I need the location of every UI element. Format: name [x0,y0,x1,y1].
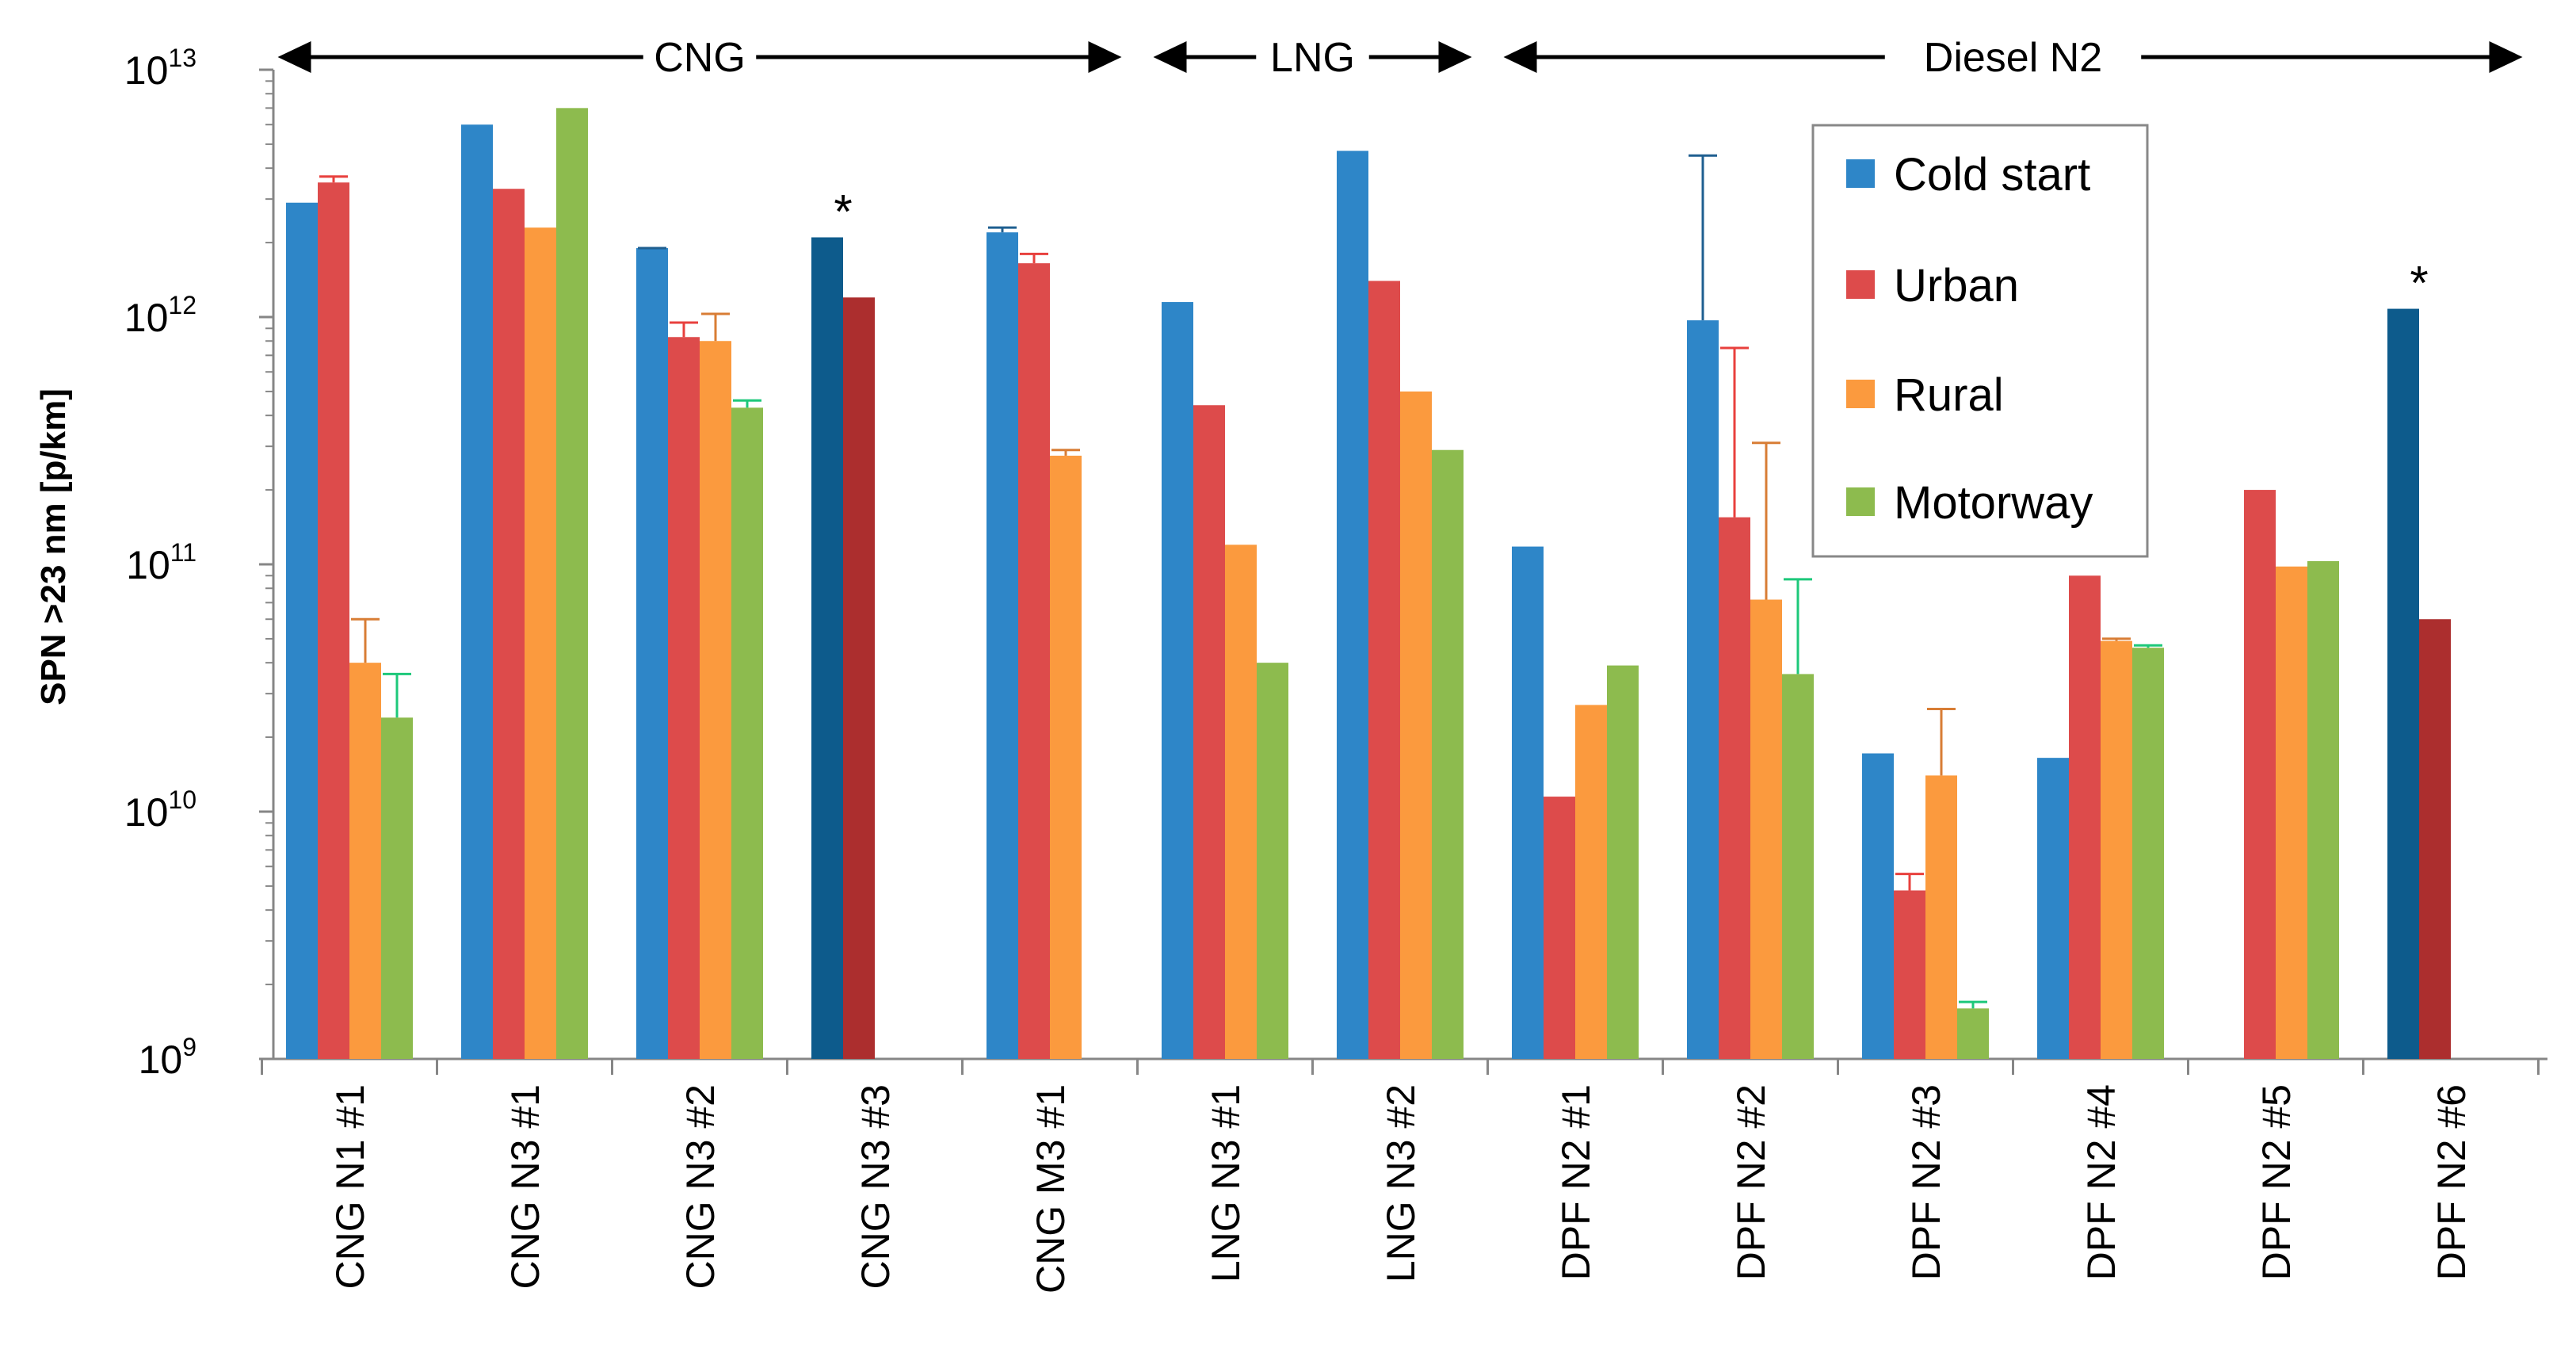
group-lng-arrowhead-right [1438,41,1472,73]
x-tick-label-dpf-n2-5: DPF N2 #5 [2254,1084,2299,1280]
group-lng-label: LNG [1270,35,1355,81]
x-tick-label-lng-n3-2: LNG N3 #2 [1379,1084,1423,1282]
legend-label-cold-start: Cold start [1894,149,2090,201]
bar-dpf-n2-2-urban [1719,517,1750,1059]
bar-cng-n3-1-rural [525,227,556,1060]
bar-dpf-n2-4-urban [2069,575,2101,1059]
x-tick-label-dpf-n2-6: DPF N2 #6 [2429,1084,2474,1280]
bar-dpf-n2-5-motorway [2307,560,2339,1059]
x-tick-label-dpf-n2-2: DPF N2 #2 [1729,1084,1773,1280]
bar-lng-n3-1-urban [1193,405,1225,1059]
bar-cng-n3-1-urban [493,189,525,1060]
y-tick-label: 1013 [124,44,197,93]
bar-lng-n3-1-motorway [1257,663,1288,1059]
bar-cng-n1-1-urban [318,182,349,1060]
asterisk-annotation: * [834,185,852,238]
group-cng-label: CNG [654,35,746,81]
group-diesel-n2-label: Diesel N2 [1924,35,2102,81]
bar-dpf-n2-2-motorway [1782,674,1814,1059]
x-tick-label-cng-m3-1: CNG M3 #1 [1028,1084,1073,1294]
bar-cng-n3-2-rural [700,341,731,1059]
y-axis-label: SPN >23 nm [p/km] [34,388,73,705]
bar-dpf-n2-1-urban [1544,797,1575,1059]
legend-swatch-rural [1846,380,1875,408]
y-tick-label: 1011 [126,538,197,587]
x-tick-label-lng-n3-1: LNG N3 #1 [1204,1084,1248,1282]
bar-dpf-n2-3-urban [1894,890,1925,1059]
bar-cng-m3-1-cold-start [987,232,1018,1060]
bar-dpf-n2-2-rural [1750,599,1782,1059]
bars-layer [286,108,2451,1060]
group-lng-arrowhead-left [1153,41,1187,73]
legend-label-motorway: Motorway [1894,477,2093,529]
bar-dpf-n2-6-urban [2419,619,2451,1059]
bar-lng-n3-2-motorway [1432,449,1464,1059]
bar-cng-n3-2-cold-start [636,248,668,1059]
x-tick-label-cng-n3-3: CNG N3 #3 [853,1084,898,1289]
x-tick-label-dpf-n2-3: DPF N2 #3 [1904,1084,1948,1280]
legend-swatch-motorway [1846,487,1875,516]
bar-dpf-n2-3-rural [1925,775,1957,1059]
legend-swatch-cold-start [1846,159,1875,188]
bar-lng-n3-2-cold-start [1337,151,1368,1060]
bar-cng-n3-3-cold-start [811,237,843,1060]
bar-cng-n1-1-motorway [381,717,413,1059]
legend-box [1811,124,2149,558]
group-diesel-n2-arrowhead-right [2489,41,2523,73]
legend-label-urban: Urban [1894,260,2019,311]
x-tick-label-cng-n3-1: CNG N3 #1 [503,1084,548,1289]
bar-cng-n3-2-urban [668,337,700,1059]
x-tick-label-dpf-n2-1: DPF N2 #1 [1554,1084,1598,1280]
bar-dpf-n2-4-rural [2101,640,2132,1059]
bar-cng-n3-1-motorway [556,108,588,1060]
y-tick-label: 109 [139,1033,197,1082]
bar-lng-n3-2-urban [1368,281,1400,1059]
bar-lng-n3-1-cold-start [1162,302,1193,1060]
x-tick-label-cng-n1-1: CNG N1 #1 [328,1084,372,1289]
legend: Cold start Urban Rural Motorway [1811,124,2149,558]
bar-dpf-n2-1-motorway [1607,665,1639,1059]
x-tick-label-dpf-n2-4: DPF N2 #4 [2079,1084,2124,1280]
bar-dpf-n2-5-urban [2244,490,2276,1059]
bar-lng-n3-2-rural [1400,391,1432,1059]
y-tick-label: 1010 [124,785,197,835]
bar-cng-n3-1-cold-start [461,124,493,1060]
labels-layer: 109 1010 1011 1012 1013 CNG N1 #1 CNG N3 #1 CNG… [124,35,2523,1294]
group-diesel-n2-arrowhead-left [1503,41,1537,73]
bar-cng-n1-1-rural [349,663,381,1059]
bar-cng-m3-1-rural [1050,455,1082,1059]
bar-dpf-n2-3-motorway [1957,1008,1989,1059]
group-cng-arrowhead-right [1088,41,1122,73]
bar-dpf-n2-1-rural [1575,705,1607,1059]
bar-dpf-n2-5-rural [2276,566,2307,1059]
bar-cng-n1-1-cold-start [286,202,318,1060]
bar-cng-n3-2-motorway [731,407,763,1059]
bar-dpf-n2-6-cold-start [2387,308,2419,1059]
bar-dpf-n2-2-cold-start [1687,320,1719,1060]
bar-cng-m3-1-urban [1018,263,1050,1059]
group-cng-arrowhead-left [277,41,311,73]
bar-dpf-n2-3-cold-start [1862,753,1894,1059]
error-bars-layer [319,154,2162,1009]
bar-cng-n3-3-urban [843,297,875,1060]
bar-lng-n3-1-rural [1225,545,1257,1059]
bar-dpf-n2-1-cold-start [1512,546,1544,1059]
bar-dpf-n2-4-motorway [2132,648,2164,1059]
bar-dpf-n2-4-cold-start [2037,758,2069,1059]
asterisk-annotation: * [2410,257,2428,310]
legend-swatch-urban [1846,270,1875,299]
y-tick-label: 1012 [124,291,197,340]
x-tick-label-cng-n3-2: CNG N3 #2 [678,1084,723,1289]
legend-label-rural: Rural [1894,369,2004,421]
